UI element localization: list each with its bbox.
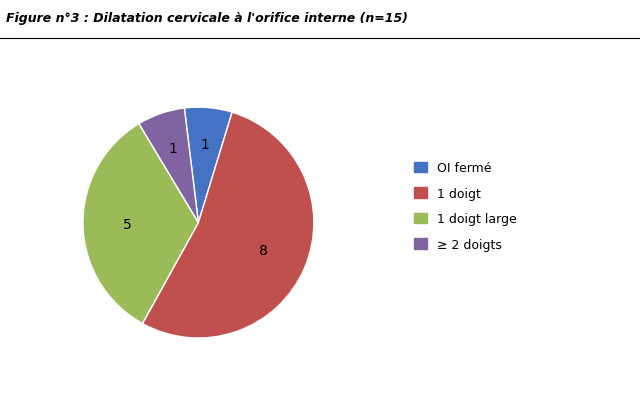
- Wedge shape: [184, 108, 232, 223]
- Wedge shape: [83, 124, 198, 324]
- Text: 1: 1: [201, 138, 210, 152]
- Text: 5: 5: [124, 217, 132, 231]
- Text: 1: 1: [168, 142, 177, 156]
- Legend: OI fermé, 1 doigt, 1 doigt large, ≥ 2 doigts: OI fermé, 1 doigt, 1 doigt large, ≥ 2 do…: [410, 157, 522, 256]
- Wedge shape: [139, 109, 198, 223]
- Text: 8: 8: [259, 244, 268, 258]
- Wedge shape: [143, 113, 314, 338]
- Text: Figure n°3 : Dilatation cervicale à l'orifice interne (n=15): Figure n°3 : Dilatation cervicale à l'or…: [6, 12, 408, 25]
